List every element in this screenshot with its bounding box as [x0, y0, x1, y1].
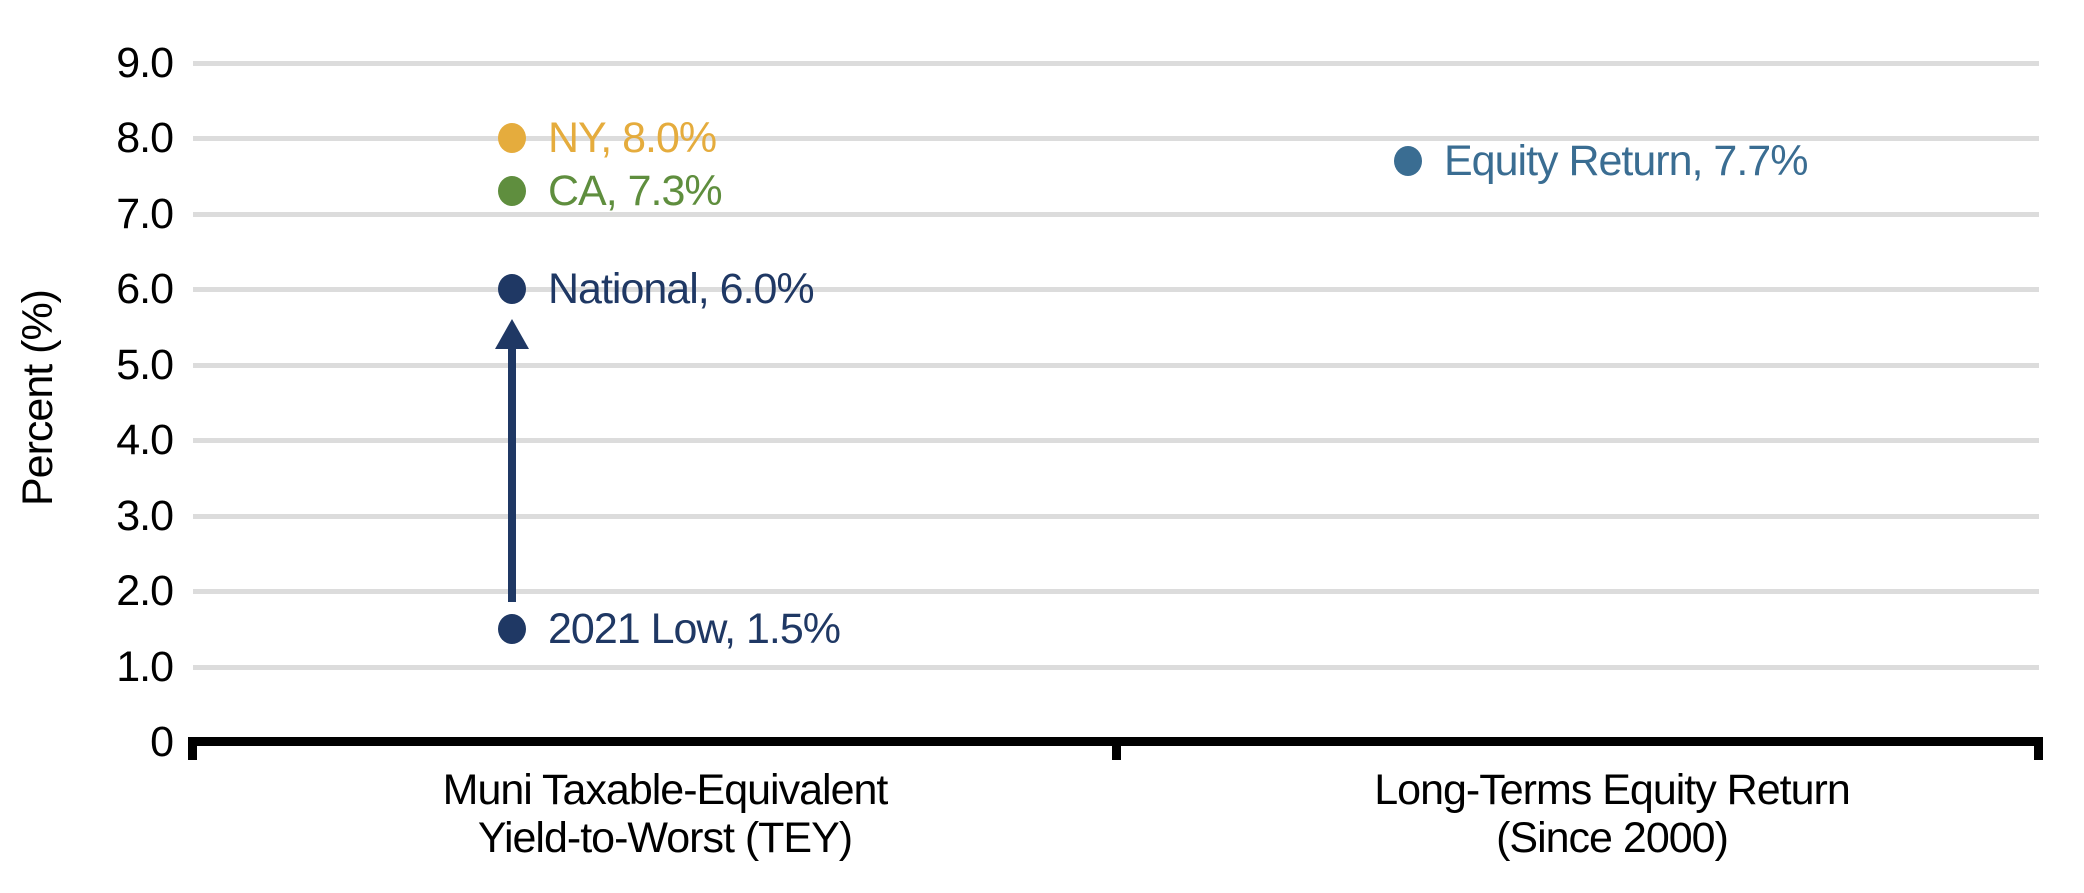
y-tick-label-1.0: 1.0	[116, 643, 174, 691]
x-category-label-muni-line1: Muni Taxable-Equivalent	[442, 766, 889, 814]
trend-arrow-head	[495, 319, 529, 349]
gridline-2.0	[193, 589, 2039, 594]
y-tick-label-3.0: 3.0	[116, 492, 174, 540]
label-national: National, 6.0%	[548, 265, 815, 313]
y-tick-label-2.0: 2.0	[116, 567, 174, 615]
y-tick-label-9.0: 9.0	[116, 39, 174, 87]
dot-national	[498, 274, 526, 304]
y-tick-label-6.0: 6.0	[116, 265, 174, 313]
gridline-5.0	[193, 363, 2039, 368]
trend-arrow-shaft	[508, 347, 516, 602]
y-tick-label-4.0: 4.0	[116, 416, 174, 464]
x-category-label-muni: Muni Taxable-Equivalent Yield-to-Worst (…	[165, 766, 1165, 862]
x-axis-tick-middle	[1112, 737, 1121, 760]
gridline-3.0	[193, 514, 2039, 519]
y-tick-label-5.0: 5.0	[116, 341, 174, 389]
label-ca: CA, 7.3%	[548, 167, 723, 215]
dot-equity-return	[1394, 146, 1422, 176]
label-2021-low: 2021 Low, 1.5%	[548, 605, 841, 653]
gridline-6.0	[193, 287, 2039, 292]
x-category-label-equity-line2: (Since 2000)	[1496, 814, 1729, 862]
gridline-7.0	[193, 212, 2039, 217]
y-tick-label-7.0: 7.0	[116, 190, 174, 238]
gridline-9.0	[193, 61, 2039, 66]
gridline-8.0	[193, 136, 2039, 141]
dot-ny	[498, 123, 526, 153]
y-tick-label-8.0: 8.0	[116, 114, 174, 162]
x-category-label-equity-line1: Long-Terms Equity Return	[1374, 766, 1851, 814]
dot-2021-low	[498, 614, 526, 644]
x-category-label-muni-line2: Yield-to-Worst (TEY)	[477, 814, 853, 862]
x-category-label-equity: Long-Terms Equity Return (Since 2000)	[1112, 766, 2084, 862]
y-tick-label-0: 0	[150, 718, 174, 766]
gridline-1.0	[193, 665, 2039, 670]
dot-ca	[498, 176, 526, 206]
x-axis-tick-left	[188, 737, 197, 760]
label-equity-return: Equity Return, 7.7%	[1444, 137, 1808, 185]
label-ny: NY, 8.0%	[548, 114, 717, 162]
gridline-4.0	[193, 438, 2039, 443]
x-axis-tick-right	[2034, 737, 2043, 760]
